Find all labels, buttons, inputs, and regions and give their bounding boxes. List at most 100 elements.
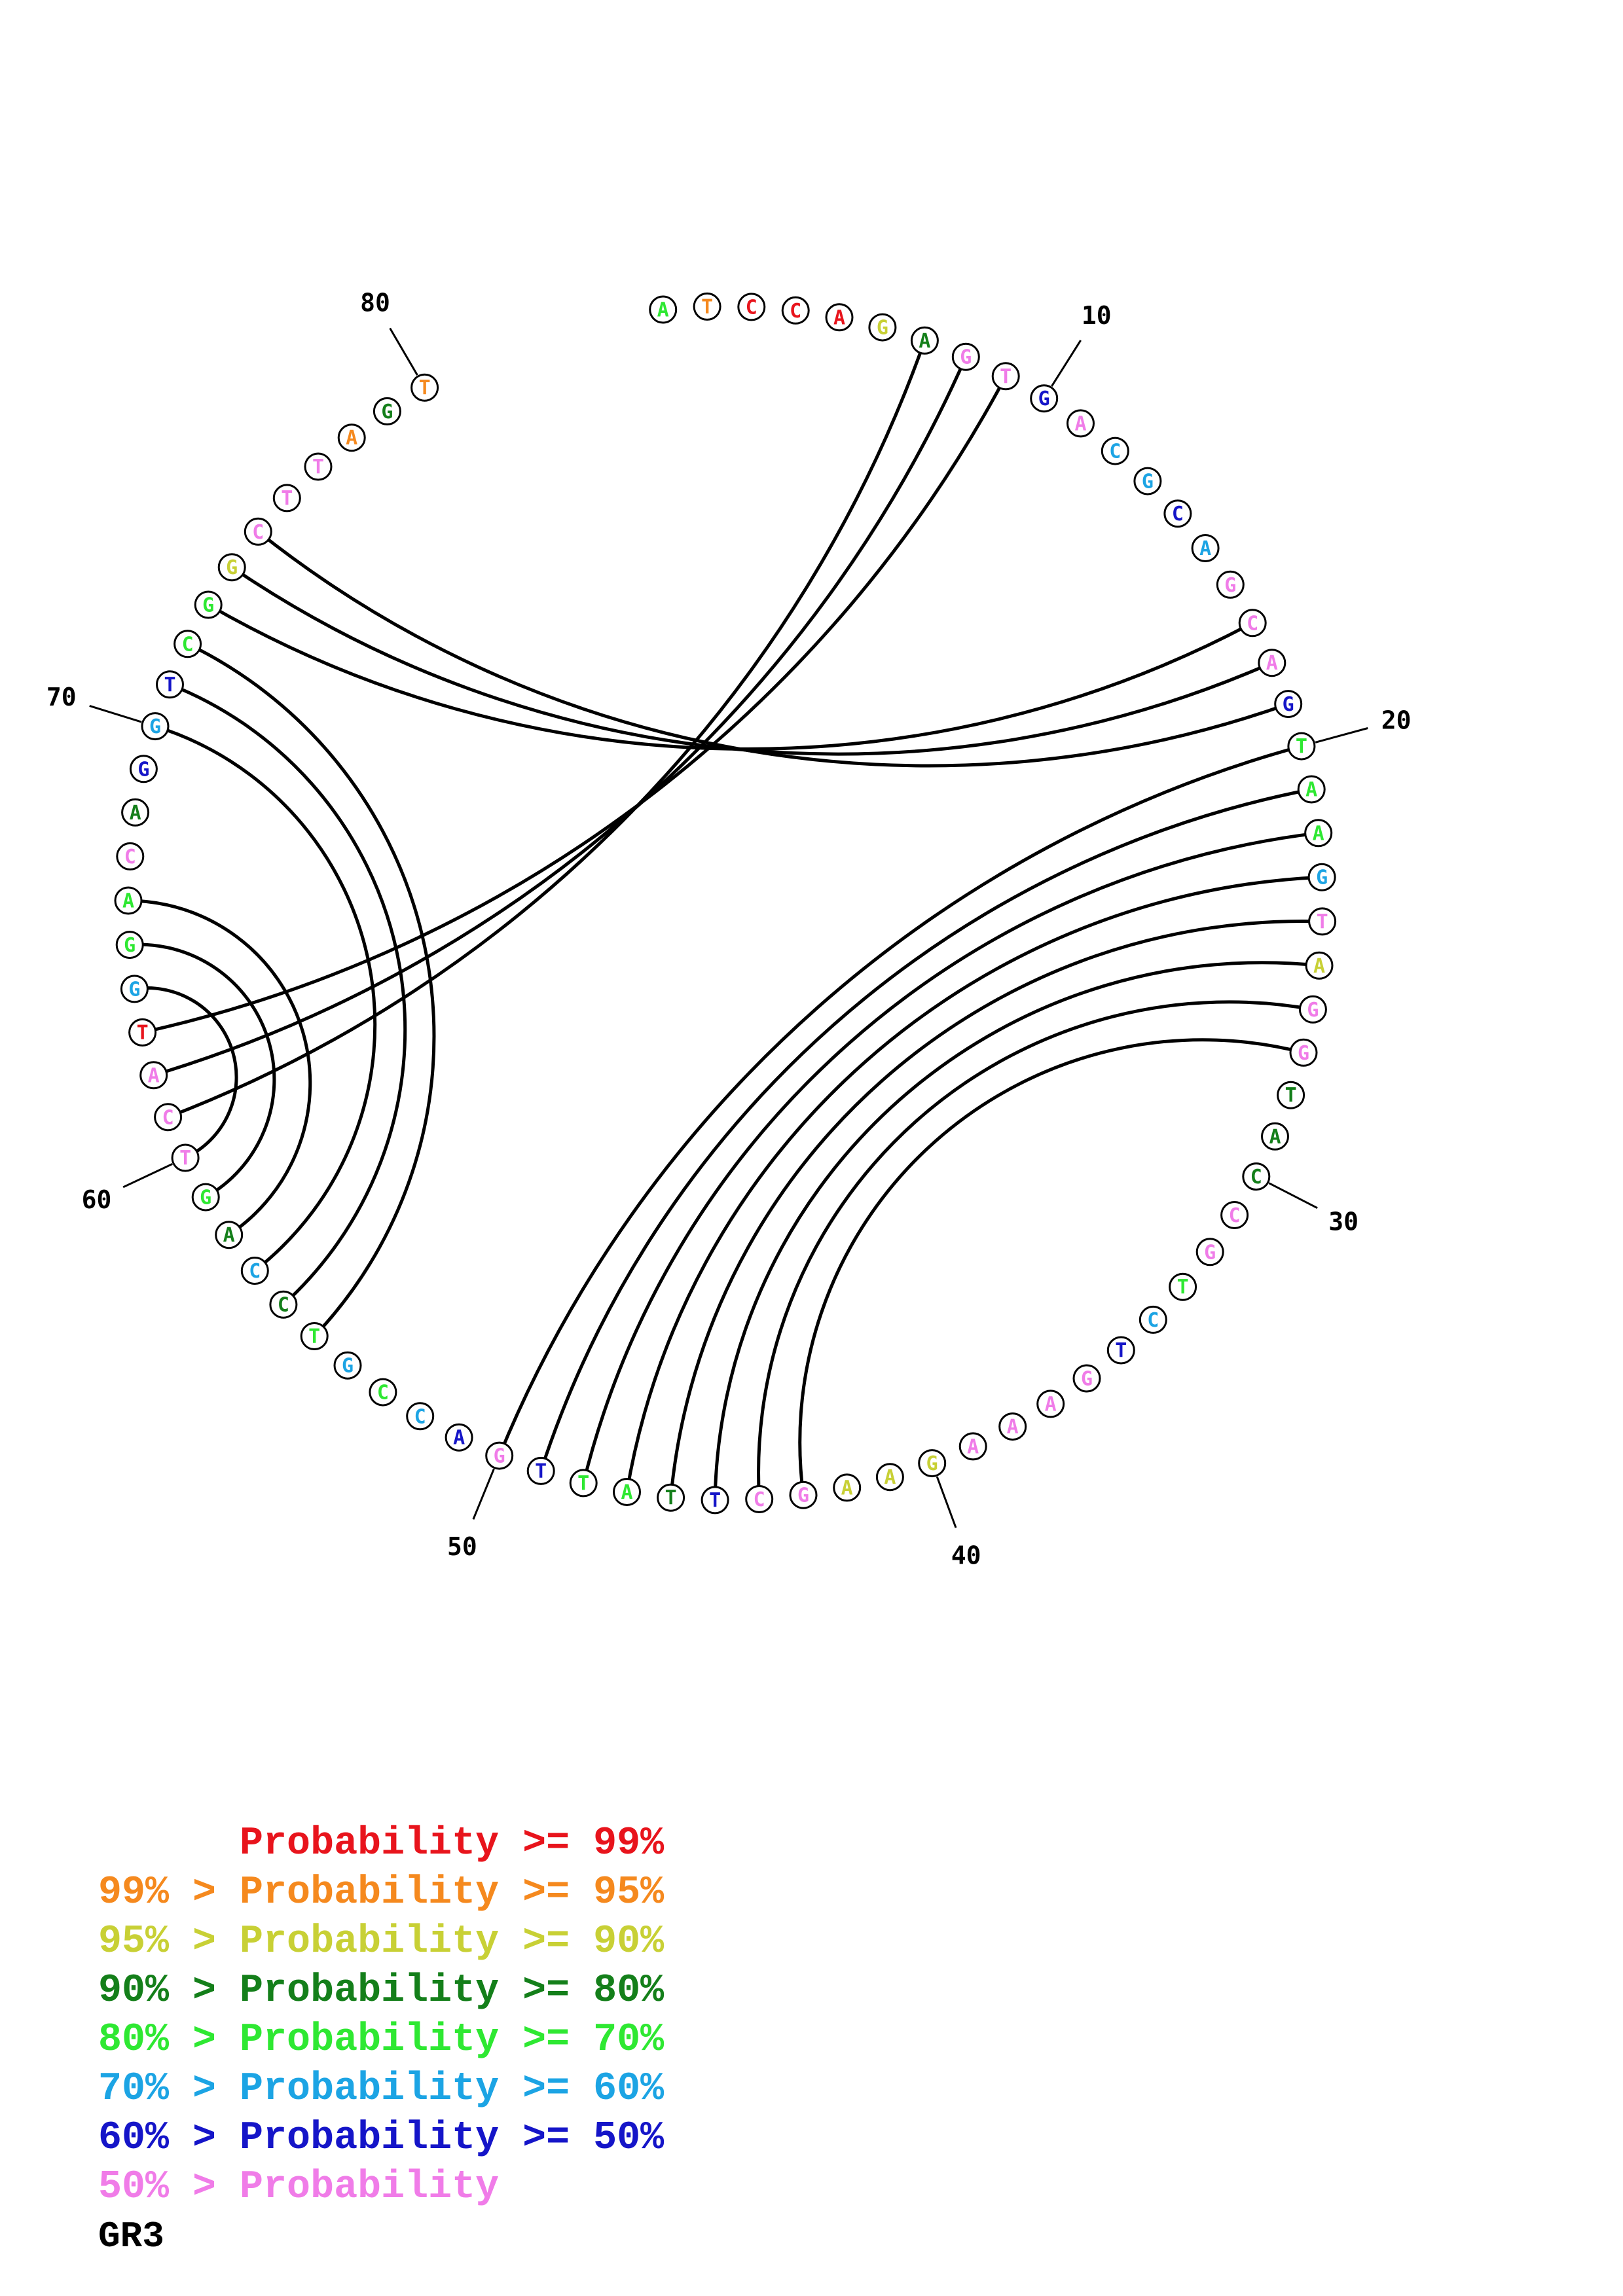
legend-row-7: 50% > Probability	[98, 2163, 664, 2212]
legend-row-2: 95% > Probability >= 90%	[98, 1918, 664, 1967]
nucleotide-letter: T	[1177, 1276, 1189, 1299]
position-tick	[389, 327, 418, 376]
base-pair-arc	[187, 642, 436, 1338]
nucleotide-letter: T	[281, 487, 293, 510]
nucleotide-circle	[217, 553, 246, 582]
nucleotide-circle	[1277, 1081, 1305, 1109]
nucleotide-circle	[991, 362, 1020, 391]
nucleotide: T	[1308, 907, 1337, 936]
nucleotide-circle	[156, 670, 184, 699]
nucleotide: G	[194, 590, 223, 619]
nucleotide-letter: C	[790, 300, 801, 323]
nucleotide: G	[1030, 384, 1059, 413]
nucleotide-letter: T	[577, 1472, 589, 1495]
nucleotide-circle	[269, 1290, 298, 1319]
nucleotide: A	[998, 1412, 1027, 1441]
nucleotide: T	[1106, 1336, 1135, 1365]
nucleotide-circle	[1287, 732, 1316, 761]
nucleotide-circle	[781, 296, 810, 325]
position-ticks: 10 20 30 40 50 60 70 80	[46, 289, 1412, 1570]
nucleotide-circle	[1258, 649, 1286, 677]
nucleotide: C	[1238, 609, 1267, 637]
nucleotide-letter: G	[124, 934, 136, 957]
nucleotide-circle	[825, 303, 854, 332]
nucleotide-circle	[1036, 1390, 1065, 1418]
nucleotide-letter: G	[202, 594, 214, 617]
nucleotide-letter: T	[137, 1022, 149, 1045]
nucleotide-letter: A	[1305, 779, 1317, 802]
legend-row-3: 90% > Probability >= 80%	[98, 1967, 664, 2016]
position-tick	[1315, 727, 1368, 744]
nucleotide: T	[156, 670, 184, 699]
nucleotide-letter: G	[128, 978, 140, 1001]
nucleotide-letter: C	[377, 1382, 389, 1405]
nucleotide-letter: A	[1007, 1416, 1019, 1439]
nucleotide: T	[701, 1486, 729, 1515]
position-tick	[1051, 340, 1082, 387]
nucleotide-circle	[1106, 1336, 1135, 1365]
position-tick	[89, 704, 142, 723]
position-label: 20	[1381, 706, 1412, 735]
base-pair-arc	[669, 919, 1322, 1498]
nucleotide-letter: A	[453, 1427, 465, 1450]
nucleotide: T	[171, 1143, 200, 1172]
nucleotide: C	[406, 1402, 435, 1431]
nucleotide: G	[1133, 467, 1162, 495]
nucleotide-circle	[373, 397, 401, 425]
base-pair-arc	[134, 986, 238, 1160]
nucleotide: G	[1216, 570, 1245, 599]
nucleotide-circle	[121, 798, 150, 827]
legend-label: Probability	[240, 1821, 500, 1866]
nucleotide-letter: G	[342, 1355, 354, 1378]
nucleotide-circle	[1298, 995, 1327, 1024]
nucleotide-circle	[194, 590, 223, 619]
base-pair-arc	[257, 530, 1289, 768]
probability-legend: Probability >= 99% 99% > Probability >= …	[98, 1820, 664, 2212]
nucleotide: T	[569, 1469, 598, 1498]
nucleotide: T	[693, 292, 721, 321]
nucleotide-letter: C	[1250, 1166, 1262, 1189]
nucleotide: T	[1287, 732, 1316, 761]
nucleotide-circle	[1274, 690, 1303, 719]
nucleotide: T	[128, 1018, 157, 1047]
nucleotide-circle	[1304, 819, 1333, 848]
base-pair-arc	[128, 899, 312, 1236]
nucleotide-circle	[369, 1378, 397, 1407]
nucleotide: A	[121, 798, 150, 827]
nucleotide-circle	[1308, 907, 1337, 936]
nucleotide: G	[115, 931, 144, 960]
legend-suffix: >= 80%	[522, 1969, 665, 2013]
nucleotide-circle	[141, 712, 170, 741]
nucleotide-letter: G	[1142, 471, 1154, 493]
nucleotide: G	[951, 342, 980, 371]
nucleotide-letter: G	[149, 715, 161, 738]
legend-prefix: 99% >	[98, 1871, 217, 1915]
nucleotide-letter: C	[249, 1260, 261, 1283]
nucleotide-letter: A	[841, 1477, 853, 1499]
legend-row-6: 60% > Probability >= 50%	[98, 2114, 664, 2163]
nucleotide: A	[1261, 1122, 1289, 1151]
nucleotide-circle	[1163, 499, 1192, 528]
nucleotide: T	[304, 452, 333, 481]
legend-prefix: 90% >	[98, 1969, 217, 2013]
nucleotide: G	[918, 1449, 947, 1478]
nucleotide-circle	[445, 1423, 473, 1452]
nucleotide-circle	[240, 1257, 269, 1285]
nucleotide: A	[649, 295, 678, 324]
nucleotide: A	[114, 886, 143, 915]
nucleotide-letter: C	[1247, 612, 1258, 635]
nucleotide: G	[1289, 1038, 1318, 1067]
nucleotide: A	[139, 1061, 168, 1090]
nucleotide: C	[240, 1257, 269, 1285]
nucleotide-letter: A	[130, 802, 141, 825]
nucleotide-circle	[1169, 1272, 1197, 1301]
base-pair-arc	[757, 1000, 1313, 1499]
nucleotide: A	[337, 423, 366, 452]
position-label: 50	[447, 1532, 477, 1561]
nucleotide-circle	[139, 1061, 168, 1090]
nucleotide: A	[875, 1463, 904, 1492]
base-pair-arcs	[128, 340, 1322, 1500]
nucleotide: C	[116, 842, 145, 870]
nucleotide-letter: G	[1224, 574, 1236, 597]
